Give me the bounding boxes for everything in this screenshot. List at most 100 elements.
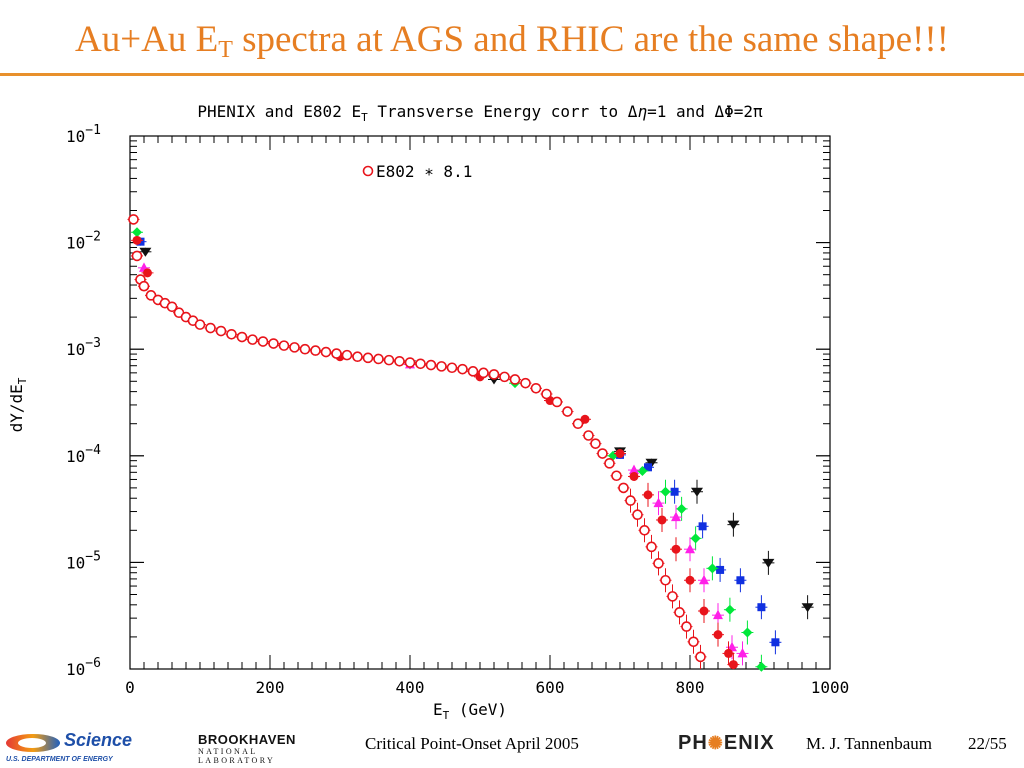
- slide-title-subscript: T: [218, 37, 233, 63]
- data-point: [132, 227, 142, 238]
- data-point: [660, 574, 671, 586]
- y-tick-label: 10−2: [66, 230, 101, 253]
- data-point: [629, 471, 639, 481]
- data-point: [341, 349, 353, 361]
- data-point: [643, 490, 653, 500]
- data-point: [352, 351, 363, 363]
- data-point: [707, 563, 718, 574]
- title-rule: [0, 73, 1024, 76]
- data-point: [194, 319, 206, 330]
- data-point: [310, 345, 321, 356]
- chart-title-eta: η: [637, 102, 647, 121]
- data-point: [625, 495, 636, 506]
- data-point: [590, 438, 601, 449]
- x-tick-label: 0: [125, 678, 135, 697]
- y-tick-label: 10−3: [66, 336, 101, 359]
- chart-title-b: Transverse Energy corr to Δ: [368, 102, 638, 121]
- data-point: [415, 358, 426, 370]
- phenix-left: PH: [678, 732, 708, 754]
- y-tick-label: 10−6: [66, 656, 101, 679]
- data-point: [404, 357, 416, 368]
- data-point: [457, 363, 468, 375]
- data-point: [597, 448, 608, 459]
- footer-page-number: 22/55: [968, 734, 1007, 753]
- x-tick-label: 600: [536, 678, 565, 697]
- data-point: [394, 356, 405, 367]
- data-point: [727, 641, 737, 652]
- data-point: [611, 470, 622, 482]
- footer-event: Critical Point-Onset April 2005: [365, 734, 579, 753]
- data-point: [670, 487, 679, 496]
- data-point: [691, 487, 703, 497]
- plot-frame: [129, 135, 831, 670]
- et-spectra-chart: PHENIX and E802 ET Transverse Energy cor…: [7, 102, 849, 720]
- data-point: [604, 458, 615, 469]
- x-tick-label: 1000: [811, 678, 850, 697]
- data-point: [278, 340, 290, 351]
- data-point: [713, 609, 723, 620]
- doe-swirl-inner: [18, 738, 46, 748]
- data-point: [644, 463, 652, 472]
- chart-title-sub: T: [361, 111, 368, 124]
- data-point: [551, 396, 563, 408]
- data-point: [488, 369, 500, 380]
- data-point: [674, 607, 685, 618]
- data-point: [724, 648, 733, 658]
- footer-author: M. J. Tannenbaum: [806, 734, 932, 753]
- data-point: [618, 482, 629, 494]
- bnl-sub: NATIONAL LABORATORY: [198, 747, 276, 765]
- data-point: [215, 325, 227, 337]
- data-point: [478, 367, 489, 379]
- data-point: [685, 575, 695, 585]
- data-point: [562, 406, 573, 417]
- data-point: [646, 541, 657, 553]
- data-point: [299, 343, 311, 355]
- data-point: [698, 522, 707, 531]
- x-axis-label-b: (GeV): [449, 700, 507, 719]
- data-point: [699, 606, 709, 616]
- legend-marker-e802: [362, 165, 374, 177]
- y-axis-label: dY/dET: [7, 377, 29, 432]
- data-point: [436, 361, 447, 372]
- data-point: [205, 322, 216, 334]
- data-point: [771, 638, 780, 647]
- data-point: [676, 503, 687, 514]
- data-point: [688, 636, 699, 648]
- axis-ticks: [129, 135, 831, 670]
- data-point: [757, 603, 766, 612]
- data-point: [320, 346, 332, 358]
- data-point: [645, 458, 658, 468]
- slide-title-main: Au+Au E: [75, 19, 219, 60]
- phenix-right: ENIX: [723, 732, 775, 754]
- data-point: [801, 603, 814, 613]
- legend: E802 ∗ 8.1: [362, 162, 472, 181]
- slide-title: Au+Au ET spectra at AGS and RHIC are the…: [0, 18, 1024, 64]
- phenix-burst-icon: ✺: [707, 733, 724, 753]
- data-point: [632, 509, 643, 521]
- data-point: [667, 591, 678, 602]
- data-point: [736, 576, 745, 585]
- data-point: [268, 338, 279, 349]
- y-axis-label-a: dY/dE: [7, 384, 26, 432]
- data-point: [728, 660, 738, 670]
- data-point: [685, 543, 695, 554]
- data-point: [713, 630, 723, 640]
- data-point: [637, 466, 648, 477]
- data-point: [653, 497, 664, 508]
- data-point: [331, 348, 342, 359]
- x-tick-labels: 0 200 400 600 800 1000: [125, 678, 849, 697]
- data-point: [128, 214, 139, 225]
- data-point: [143, 268, 152, 278]
- data-point: [226, 328, 237, 340]
- data-point: [139, 247, 152, 257]
- data-point: [724, 604, 735, 615]
- y-tick-label: 10−4: [66, 443, 101, 466]
- y-tick-labels: 10−1 10−2 10−3 10−4 10−5 10−6: [66, 123, 101, 679]
- data-point: [373, 353, 384, 365]
- data-point: [166, 301, 178, 313]
- data-point: [446, 362, 458, 374]
- data-point: [425, 359, 437, 371]
- data-point: [467, 366, 479, 377]
- y-tick-label: 10−5: [66, 549, 101, 572]
- x-axis-label-sub: T: [443, 709, 450, 720]
